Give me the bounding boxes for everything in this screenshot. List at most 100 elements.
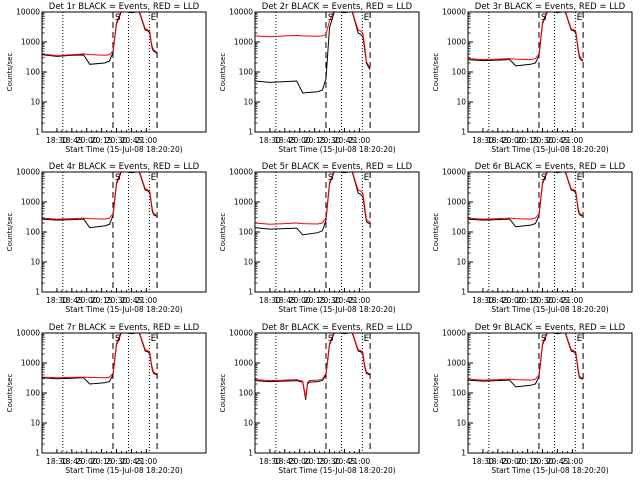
- x-tick-label: 18:45: [487, 457, 509, 466]
- y-tick-label: 10: [243, 258, 253, 267]
- marker-label: S: [328, 334, 334, 344]
- x-tick-label: 20:15: [304, 296, 326, 305]
- x-tick-label: 20:15: [91, 296, 113, 305]
- plot-frame: [41, 332, 207, 454]
- y-tick-label: 1000: [447, 38, 466, 47]
- x-tick-label: 20:45: [334, 457, 356, 466]
- x-tick-label: 20:45: [334, 296, 356, 305]
- x-tick-label: 21:00: [136, 457, 158, 466]
- x-tick-label: 20:30: [532, 457, 554, 466]
- x-axis-label: Start Time (15-Jul-08 18:20:20): [491, 305, 608, 314]
- x-tick-label: 18:45: [61, 296, 83, 305]
- x-axis-label: Start Time (15-Jul-08 18:20:20): [278, 466, 395, 475]
- y-tick-label: 10000: [16, 329, 40, 338]
- marker-label: E: [364, 173, 370, 183]
- plot-frame: [254, 171, 420, 293]
- x-tick-label: 20:30: [106, 457, 128, 466]
- series-events-line: [42, 333, 158, 385]
- plot-frame: [41, 171, 207, 293]
- series-lld-line: [468, 172, 584, 220]
- x-tick-label: 20:30: [532, 296, 554, 305]
- x-axis-label: Start Time (15-Jul-08 18:20:20): [491, 145, 608, 154]
- y-axis-label: Counts/sec: [219, 374, 227, 413]
- plot-frame: [467, 11, 633, 133]
- y-tick-label: 10: [456, 419, 466, 428]
- marker-label: S: [328, 173, 334, 183]
- y-tick-label: 1: [461, 288, 466, 297]
- x-tick-label: 18:30: [46, 457, 68, 466]
- panel-title: Det 8r BLACK = Events, RED = LLD: [262, 323, 413, 333]
- y-tick-label: 100: [239, 68, 254, 77]
- series-lld-line: [468, 12, 584, 61]
- plot-frame: [41, 11, 207, 133]
- marker-label: S: [115, 173, 121, 183]
- x-tick-label: 18:30: [259, 136, 281, 145]
- x-tick-label: 20:15: [517, 457, 539, 466]
- y-axis-label: Counts/sec: [6, 213, 14, 252]
- y-tick-label: 1: [461, 128, 466, 137]
- y-tick-label: 10000: [229, 329, 253, 338]
- plot-frame: [254, 11, 420, 133]
- x-tick-label: 18:45: [61, 457, 83, 466]
- y-tick-label: 1: [248, 288, 253, 297]
- marker-label: S: [541, 173, 547, 183]
- plot-frame: [467, 171, 633, 293]
- y-tick-label: 100: [239, 389, 254, 398]
- x-axis-label: Start Time (15-Jul-08 18:20:20): [491, 466, 608, 475]
- series-lld-line: [42, 172, 158, 220]
- x-tick-label: 18:45: [487, 136, 509, 145]
- series-events-line: [42, 12, 158, 65]
- series-lld-line: [42, 12, 158, 57]
- x-tick-label: 20:45: [547, 457, 569, 466]
- y-tick-label: 10000: [229, 8, 253, 17]
- x-tick-label: 20:00: [76, 136, 98, 145]
- y-tick-label: 100: [239, 228, 254, 237]
- panel-title: Det 2r BLACK = Events, RED = LLD: [262, 2, 413, 12]
- y-tick-label: 10: [30, 258, 40, 267]
- y-tick-label: 10000: [229, 168, 253, 177]
- x-tick-label: 20:15: [91, 457, 113, 466]
- x-tick-label: 20:45: [121, 457, 143, 466]
- marker-label: S: [541, 334, 547, 344]
- x-tick-label: 20:30: [106, 296, 128, 305]
- y-tick-label: 1000: [21, 38, 40, 47]
- y-axis-label: Counts/sec: [432, 213, 440, 252]
- y-tick-label: 100: [26, 389, 41, 398]
- y-tick-label: 100: [452, 228, 467, 237]
- x-tick-label: 20:45: [121, 296, 143, 305]
- x-tick-label: 20:00: [289, 457, 311, 466]
- y-tick-label: 1000: [21, 359, 40, 368]
- panel-title: Det 6r BLACK = Events, RED = LLD: [475, 162, 626, 172]
- y-tick-label: 10000: [442, 168, 466, 177]
- x-tick-label: 20:00: [76, 457, 98, 466]
- x-tick-label: 20:30: [106, 136, 128, 145]
- y-tick-label: 10: [456, 98, 466, 107]
- x-tick-label: 21:00: [349, 136, 371, 145]
- x-tick-label: 20:15: [304, 136, 326, 145]
- y-axis-label: Counts/sec: [6, 53, 14, 92]
- x-tick-label: 21:00: [136, 136, 158, 145]
- series-events-line: [255, 333, 371, 400]
- x-axis-label: Start Time (15-Jul-08 18:20:20): [278, 305, 395, 314]
- y-tick-label: 1000: [21, 198, 40, 207]
- y-tick-label: 10: [243, 419, 253, 428]
- x-tick-label: 20:15: [91, 136, 113, 145]
- x-tick-label: 20:30: [532, 136, 554, 145]
- marker-label: S: [115, 334, 121, 344]
- marker-label: E: [364, 334, 370, 344]
- x-tick-label: 18:30: [46, 296, 68, 305]
- y-tick-label: 10: [30, 98, 40, 107]
- panel-title: Det 1r BLACK = Events, RED = LLD: [49, 2, 200, 12]
- y-axis-label: Counts/sec: [432, 374, 440, 413]
- x-tick-label: 18:30: [46, 136, 68, 145]
- marker-label: E: [151, 173, 157, 183]
- y-tick-label: 1: [35, 128, 40, 137]
- y-tick-label: 1: [35, 288, 40, 297]
